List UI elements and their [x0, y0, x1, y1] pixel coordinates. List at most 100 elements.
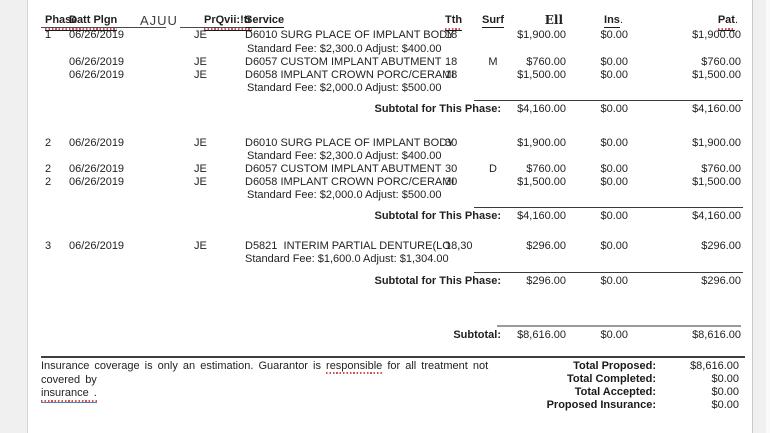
header-date-plan: Datt Plgn — [69, 14, 139, 31]
cell-pat: $760.00 — [701, 163, 741, 175]
cell-ins: $0.00 — [600, 240, 628, 252]
proposed-insurance-row: Proposed Insurance: $0.00 — [28, 399, 754, 412]
phase-subtotal-fee: $296.00 — [526, 275, 566, 287]
cell-phase: 1 — [45, 29, 52, 41]
proposed-insurance-value: $0.00 — [711, 399, 739, 411]
phase-subtotal-pat: $4,160.00 — [692, 103, 741, 115]
disclaimer-insurance-word: insurance . — [41, 387, 97, 403]
standard-fee-row: Standard Fee: $2,300.0 Adjust: $400.00 — [28, 150, 754, 163]
table-row: 1 06/26/2019 JE D6010 SURG PLACE OF IMPLANT… — [28, 29, 754, 42]
cell-fee: $760.00 — [526, 163, 566, 175]
grand-subtotal-row: Subtotal: $8,616.00 $0.00 $8,616.00 — [28, 329, 754, 342]
table-header-row: Phase Datt Plgn PrQvii:!tr Service Tth S… — [28, 14, 754, 31]
cell-pat: $296.00 — [701, 240, 741, 252]
cell-date: 06/26/2019 — [69, 69, 125, 81]
cell-tth: 18 — [445, 69, 458, 81]
cell-ins: $0.00 — [600, 69, 628, 81]
cell-ins: $0.00 — [600, 29, 628, 41]
grand-subtotal-pat: $8,616.00 — [692, 329, 741, 341]
cell-service: D6057 CUSTOM IMPLANT ABUTMENT — [245, 163, 442, 175]
cell-date: 06/26/2019 — [69, 29, 125, 41]
cell-phase: 2 — [45, 137, 52, 149]
phase-subtotal-row: Subtotal for This Phase: $4,160.00 $0.00 $4… — [28, 210, 754, 223]
standard-fee-row: Standard Fee: $2,000.0 Adjust: $500.00 — [28, 82, 754, 95]
header-underline-provider — [180, 27, 246, 28]
phase-subtotal-label: Subtotal for This Phase: — [374, 103, 501, 115]
header-patient: Pat. — [638, 14, 741, 31]
grand-subtotal-fee: $8,616.00 — [517, 329, 566, 341]
total-completed-label: Total Completed: — [566, 373, 656, 385]
table-row: 3 06/26/2019 JE D5821 INTERIM PARTIAL DENTU… — [28, 240, 754, 253]
cell-date: 06/26/2019 — [69, 137, 125, 149]
phase-subtotal-row: Subtotal for This Phase: $296.00 $0.00 $296… — [28, 275, 754, 288]
cell-prov: JE — [194, 240, 207, 252]
phase-subtotal-row: Subtotal for This Phase: $4,160.00 $0.00 $4… — [28, 103, 754, 116]
phase-subtotal-divider — [474, 272, 743, 273]
header-tooth: Tth — [445, 14, 485, 31]
standard-fee-row: Standard Fee: $2,000.0 Adjust: $500.00 — [28, 189, 754, 202]
document-page: Phase Datt Plgn PrQvii:!tr Service Tth S… — [27, 0, 753, 433]
standard-fee-note: Standard Fee: $2,000.0 Adjust: $500.00 — [247, 189, 442, 201]
phase-subtotal-ins: $0.00 — [600, 103, 628, 115]
cell-prov: JE — [194, 56, 207, 68]
cell-date: 06/26/2019 — [69, 163, 125, 175]
cell-tth: 30 — [445, 163, 458, 175]
cell-fee: $1,500.00 — [517, 176, 566, 188]
insurance-disclaimer: Insurance coverage is only an estimation… — [41, 360, 493, 403]
header-insurance: Ins. — [604, 14, 623, 28]
table-row: 2 06/26/2019 JE D6057 CUSTOM IMPLANT ABUTME… — [28, 163, 754, 176]
cell-surf: D — [489, 163, 497, 175]
cell-service: D5821 INTERIM PARTIAL DENTURE(LO — [245, 240, 451, 252]
total-accepted-label: Total Accepted: — [574, 386, 656, 398]
header-provider: PrQvii:!tr — [204, 14, 252, 31]
standard-fee-row: Standard Fee: $1,600.0 Adjust: $1,304.00 — [28, 253, 754, 266]
cell-fee: $760.00 — [526, 56, 566, 68]
cell-pat: $1,500.00 — [692, 176, 741, 188]
cell-ins: $0.00 — [600, 137, 628, 149]
cell-tth: 30 — [445, 137, 458, 149]
cell-surf: M — [488, 56, 498, 68]
cell-tth: 30 — [445, 176, 458, 188]
cell-service: D6057 CUSTOM IMPLANT ABUTMENT — [245, 56, 442, 68]
cell-prov: JE — [194, 137, 207, 149]
cell-tth: 18 — [445, 56, 458, 68]
proposed-insurance-label: Proposed Insurance: — [546, 399, 656, 411]
footer-divider — [41, 356, 745, 358]
table-row: 2 06/26/2019 JE D6010 SURG PLACE OF IMPLANT… — [28, 137, 754, 150]
cell-service: D6058 IMPLANT CROWN PORC/CERAMI — [245, 69, 455, 81]
disclaimer-text-end: for all treatment not covered by — [41, 360, 489, 386]
standard-fee-note: Standard Fee: $2,300.0 Adjust: $400.00 — [247, 43, 442, 55]
cell-prov: JE — [194, 29, 207, 41]
cell-ins: $0.00 — [600, 56, 628, 68]
phase-subtotal-divider — [474, 100, 743, 101]
phase-subtotal-pat: $296.00 — [701, 275, 741, 287]
cell-prov: JE — [194, 163, 207, 175]
cell-fee: $1,500.00 — [517, 69, 566, 81]
header-service: Service — [245, 14, 285, 28]
table-row: 06/26/2019 JE D6058 IMPLANT CROWN PORC/CER… — [28, 69, 754, 82]
grand-subtotal-ins: $0.00 — [600, 329, 628, 341]
header-ajuu-annotation: AJUU — [140, 13, 178, 28]
total-accepted-row: Total Accepted: $0.00 — [28, 386, 754, 399]
phase-subtotal-fee: $4,160.00 — [517, 210, 566, 222]
cell-prov: JE — [194, 176, 207, 188]
header-underline-left — [41, 27, 166, 28]
standard-fee-note: Standard Fee: $1,600.0 Adjust: $1,304.00 — [245, 253, 449, 265]
right-gutter — [766, 0, 770, 433]
cell-date: 06/26/2019 — [69, 176, 125, 188]
cell-pat: $1,500.00 — [692, 69, 741, 81]
total-completed-value: $0.00 — [711, 373, 739, 385]
standard-fee-note: Standard Fee: $2,000.0 Adjust: $500.00 — [247, 82, 442, 94]
cell-fee: $1,900.00 — [517, 137, 566, 149]
standard-fee-row: Standard Fee: $2,300.0 Adjust: $400.00 — [28, 43, 754, 56]
grand-subtotal-divider — [497, 325, 741, 327]
cell-date: 06/26/2019 — [69, 240, 125, 252]
phase-subtotal-label: Subtotal for This Phase: — [374, 210, 501, 222]
grand-subtotal-label: Subtotal: — [453, 329, 501, 341]
cell-service: D6010 SURG PLACE OF IMPLANT BODY — [245, 137, 455, 149]
cell-service: D6010 SURG PLACE OF IMPLANT BODY — [245, 29, 455, 41]
cell-tth: 18,30 — [445, 240, 473, 252]
disclaimer-text: Insurance coverage is only an estimation… — [41, 360, 327, 372]
disclaimer-flagged-word: responsible — [326, 360, 383, 372]
